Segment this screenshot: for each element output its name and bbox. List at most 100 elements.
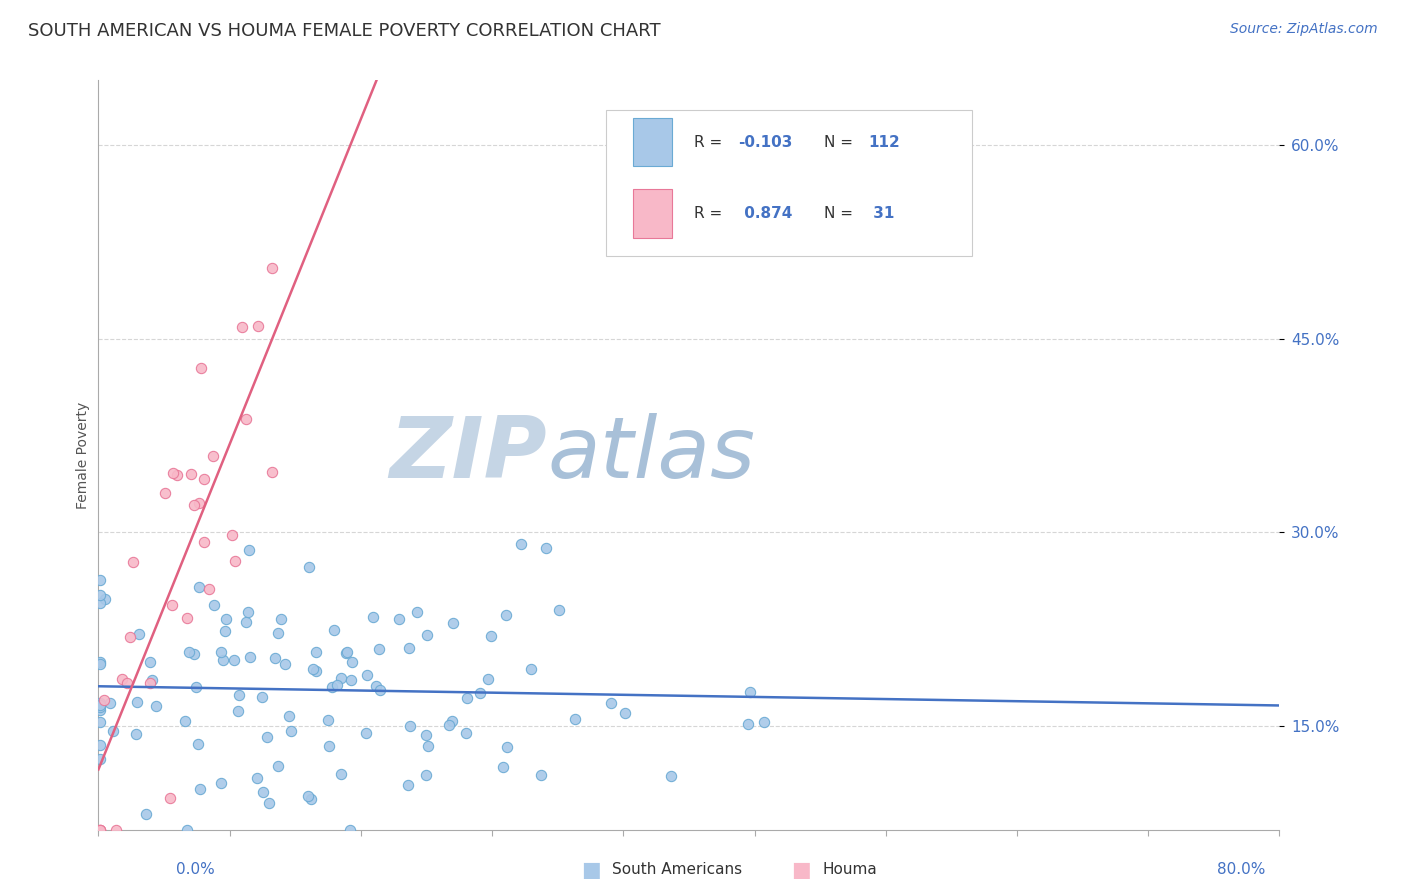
Point bbox=[235, 615, 257, 629]
Point bbox=[363, 610, 385, 624]
Text: 0.874: 0.874 bbox=[738, 206, 792, 221]
Point bbox=[198, 582, 221, 596]
Point bbox=[235, 412, 257, 426]
Point bbox=[495, 608, 517, 623]
Point bbox=[252, 785, 274, 799]
Point bbox=[89, 697, 111, 711]
Point bbox=[93, 693, 115, 707]
Point bbox=[354, 726, 377, 740]
Point bbox=[89, 573, 111, 587]
Point bbox=[752, 714, 775, 729]
Point bbox=[89, 703, 111, 717]
Point bbox=[231, 320, 253, 334]
Point bbox=[270, 611, 292, 625]
Point bbox=[364, 679, 387, 693]
Point bbox=[180, 467, 202, 482]
Point bbox=[564, 712, 586, 726]
Point bbox=[209, 645, 232, 659]
Point bbox=[659, 770, 682, 784]
Point bbox=[209, 776, 232, 790]
Point bbox=[260, 465, 283, 479]
Text: 0.0%: 0.0% bbox=[176, 863, 215, 877]
Point bbox=[456, 691, 478, 706]
Point bbox=[224, 554, 246, 568]
Point bbox=[104, 822, 127, 837]
Point bbox=[212, 653, 235, 667]
Point bbox=[267, 625, 290, 640]
Point bbox=[274, 657, 297, 672]
Point bbox=[335, 645, 357, 659]
Point bbox=[98, 696, 121, 710]
Point bbox=[89, 752, 111, 766]
Point bbox=[89, 588, 111, 602]
Point bbox=[174, 714, 197, 728]
Point bbox=[416, 628, 439, 642]
Text: South Americans: South Americans bbox=[612, 863, 742, 877]
Point bbox=[299, 791, 322, 805]
Point bbox=[316, 713, 339, 727]
Point bbox=[89, 699, 111, 714]
Point bbox=[470, 686, 492, 700]
Point bbox=[614, 706, 637, 721]
Point bbox=[530, 768, 553, 782]
Point bbox=[89, 698, 111, 713]
Point bbox=[367, 642, 389, 657]
Point bbox=[214, 612, 236, 626]
Point bbox=[141, 673, 163, 687]
Point bbox=[246, 771, 269, 785]
Y-axis label: Female Poverty: Female Poverty bbox=[76, 401, 90, 508]
Point bbox=[139, 656, 162, 670]
Point bbox=[238, 650, 260, 665]
Point bbox=[297, 789, 319, 804]
Point bbox=[534, 541, 557, 556]
Text: R =: R = bbox=[693, 206, 727, 221]
Point bbox=[305, 645, 328, 659]
Point bbox=[356, 668, 378, 682]
Point bbox=[162, 466, 184, 480]
Point bbox=[496, 740, 519, 755]
Point bbox=[222, 652, 245, 666]
Point bbox=[89, 739, 111, 753]
Point bbox=[89, 714, 111, 729]
Point bbox=[267, 759, 290, 773]
FancyBboxPatch shape bbox=[606, 111, 973, 256]
Point bbox=[160, 599, 183, 613]
Point bbox=[339, 673, 361, 688]
Point bbox=[370, 683, 392, 698]
Point bbox=[398, 640, 420, 655]
Text: 31: 31 bbox=[869, 206, 894, 221]
Point bbox=[186, 680, 208, 694]
Text: 112: 112 bbox=[869, 135, 900, 150]
Point bbox=[247, 319, 270, 334]
Point bbox=[183, 648, 205, 662]
Point bbox=[600, 696, 623, 710]
Point bbox=[440, 714, 463, 728]
Point bbox=[479, 629, 502, 643]
Point bbox=[492, 760, 515, 774]
Point bbox=[135, 806, 157, 821]
Point bbox=[139, 676, 162, 690]
Point bbox=[326, 678, 349, 692]
Point bbox=[321, 680, 343, 694]
Point bbox=[118, 630, 141, 644]
Text: Houma: Houma bbox=[823, 863, 877, 877]
Text: N =: N = bbox=[824, 206, 858, 221]
Point bbox=[437, 718, 460, 732]
Point bbox=[738, 685, 761, 699]
Point bbox=[510, 536, 533, 550]
Text: Source: ZipAtlas.com: Source: ZipAtlas.com bbox=[1230, 22, 1378, 37]
Text: ■: ■ bbox=[792, 860, 811, 880]
Text: R =: R = bbox=[693, 135, 727, 150]
Point bbox=[226, 704, 249, 718]
Point bbox=[388, 612, 411, 626]
Text: -0.103: -0.103 bbox=[738, 135, 793, 150]
Point bbox=[262, 261, 284, 276]
Text: atlas: atlas bbox=[547, 413, 755, 497]
Point bbox=[94, 591, 117, 606]
Point bbox=[330, 671, 353, 685]
Point bbox=[187, 496, 209, 510]
Point bbox=[256, 730, 278, 744]
Point bbox=[280, 723, 302, 738]
Point bbox=[406, 605, 429, 619]
Point bbox=[330, 767, 353, 781]
